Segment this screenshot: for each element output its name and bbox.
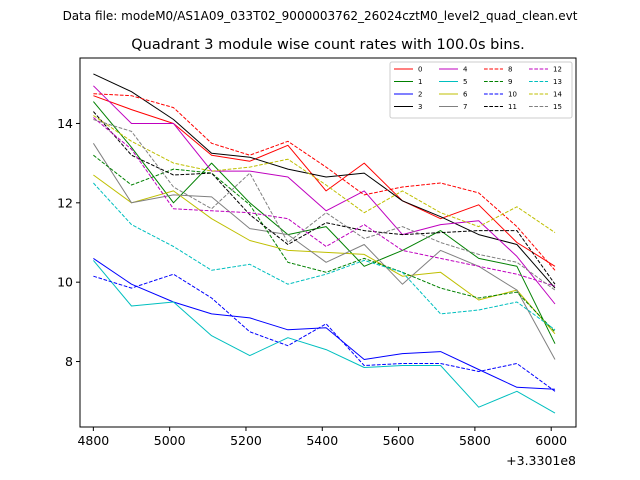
- y-tick-label: 10: [57, 275, 73, 290]
- plot-frame: [79, 57, 577, 428]
- x-tick-label: 5200: [230, 433, 262, 448]
- chart-title: Quadrant 3 module wise count rates with …: [131, 37, 525, 53]
- series-line-3: [93, 73, 556, 289]
- legend-label-15: 15: [553, 103, 562, 111]
- legend-label-10: 10: [508, 91, 517, 99]
- legend-label-11: 11: [508, 103, 517, 111]
- x-tick-label: 5800: [459, 433, 491, 448]
- legend-label-0: 0: [418, 66, 422, 74]
- legend-label-14: 14: [553, 91, 562, 99]
- legend-label-12: 12: [553, 66, 562, 74]
- legend-label-8: 8: [508, 66, 512, 74]
- series-line-1: [93, 101, 556, 344]
- legend-label-5: 5: [463, 78, 467, 86]
- series-line-6: [93, 174, 556, 335]
- series-line-12: [93, 117, 556, 287]
- series-line-14: [93, 115, 556, 234]
- x-tick-label: 4800: [77, 433, 109, 448]
- axis-layer: 4800 5000 5200 5400 5600 5800 6000 8 10 12 14: [57, 116, 567, 448]
- legend-label-3: 3: [418, 103, 422, 111]
- series-line-10: [93, 273, 556, 392]
- x-tick-label: 5600: [383, 433, 415, 448]
- legend-label-6: 6: [463, 91, 468, 99]
- series-line-5: [93, 260, 556, 414]
- series-line-4: [93, 85, 556, 305]
- series-line-15: [93, 119, 556, 291]
- x-tick-label: 5000: [154, 433, 186, 448]
- series-line-7: [92, 143, 556, 360]
- legend-label-13: 13: [553, 78, 562, 86]
- series-line-13: [93, 182, 556, 331]
- y-tick-label: 14: [57, 116, 73, 131]
- series-line-8: [93, 93, 556, 271]
- x-tick-label: 5400: [306, 433, 338, 448]
- series-line-9: [93, 154, 556, 333]
- legend-label-1: 1: [418, 78, 422, 86]
- legend-box: [389, 61, 573, 119]
- x-tick-label: 6000: [535, 433, 567, 448]
- series-line-2: [93, 257, 556, 390]
- legend-label-7: 7: [463, 103, 467, 111]
- series-line-11: [93, 111, 556, 285]
- legend-label-4: 4: [463, 66, 468, 74]
- chart-suptitle: Data file: modeM0/AS1A09_033T02_90000037…: [63, 9, 578, 23]
- legend-label-9: 9: [508, 78, 512, 86]
- series-layer: [92, 73, 556, 414]
- y-tick-label: 8: [65, 354, 73, 369]
- y-tick-label: 12: [57, 195, 73, 210]
- legend-label-2: 2: [418, 91, 422, 99]
- x-offset-label: +3.3301e8: [506, 453, 576, 468]
